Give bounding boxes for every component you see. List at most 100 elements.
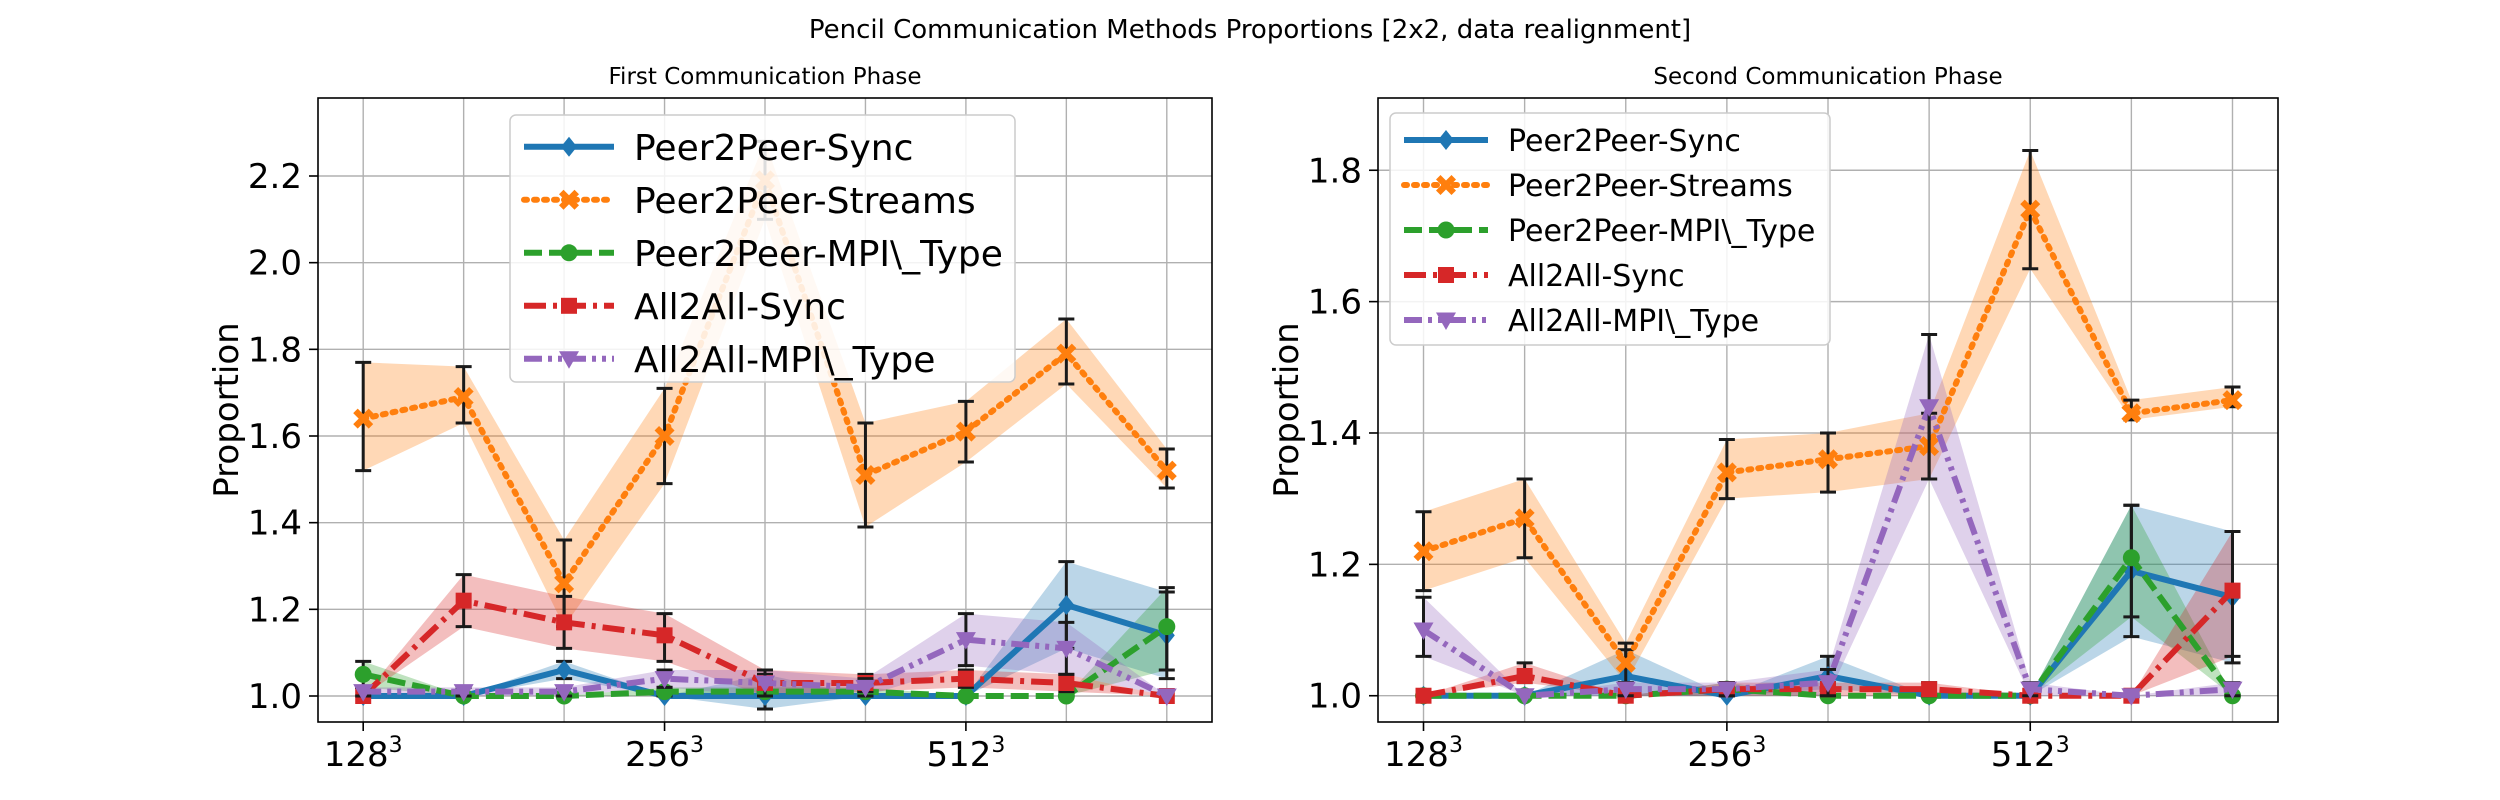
y-tick-label: 1.4 — [248, 504, 302, 544]
plot-area — [353, 139, 1177, 711]
data-point — [654, 426, 675, 446]
legend-marker — [559, 189, 579, 210]
data-point — [1156, 688, 1177, 706]
legend-label: Peer2Peer-Sync — [634, 128, 913, 169]
data-point — [1058, 675, 1075, 691]
y-tick-label: 1.6 — [248, 417, 302, 457]
legend-label: Peer2Peer-Sync — [1508, 124, 1741, 159]
y-axis-label: Proportion — [207, 322, 247, 497]
data-point — [957, 687, 975, 705]
data-point — [554, 684, 575, 702]
data-point — [1413, 541, 1434, 562]
y-tick-label: 2.2 — [248, 157, 302, 197]
x-tick-label: 5123 — [926, 733, 1005, 775]
legend-marker — [1438, 267, 1454, 283]
data-point — [1716, 681, 1737, 700]
data-point — [455, 592, 472, 609]
legend-entry: Peer2Peer-Streams — [1401, 169, 1793, 204]
data-point — [556, 660, 573, 680]
legend-entry: All2All-Sync — [1404, 259, 1685, 294]
data-point — [1158, 618, 1176, 636]
chart-panel-second-phase: 1.0 1.2 1.4 1.6 1.8 1283 2563 5123 Second Commun… — [1267, 64, 2279, 775]
data-point — [2020, 199, 2041, 220]
legend-label: All2All-Sync — [634, 287, 846, 328]
legend-entry: Peer2Peer-MPI\_Type — [524, 234, 1003, 275]
data-point — [1514, 688, 1535, 706]
data-point — [1716, 462, 1737, 483]
data-point — [2121, 688, 2142, 706]
data-point — [354, 665, 372, 683]
data-point — [2222, 390, 2243, 411]
data-point — [2020, 681, 2041, 700]
legend-marker — [1436, 175, 1456, 195]
legend-marker — [561, 297, 577, 314]
legend-label: Peer2Peer-Streams — [634, 181, 976, 222]
x-tick-label: 1283 — [1384, 733, 1463, 775]
legend-marker — [1436, 312, 1456, 330]
y-tick-label: 1.8 — [248, 330, 302, 370]
axes-frame — [317, 97, 1213, 723]
panel-title: Second Communication Phase — [1653, 64, 2002, 90]
data-point — [1514, 508, 1535, 529]
legend-box — [1389, 112, 1831, 346]
panel-title: First Communication Phase — [609, 64, 922, 90]
legend-entry: All2All-Sync — [524, 287, 846, 328]
data-point — [2222, 681, 2243, 700]
data-point — [353, 408, 374, 429]
data-point — [1056, 640, 1077, 659]
data-point — [957, 670, 974, 687]
data-point — [2122, 549, 2140, 567]
data-point — [1818, 449, 1838, 470]
legend-marker — [1437, 221, 1455, 239]
y-tick-label: 1.2 — [248, 590, 302, 630]
legend-marker — [559, 351, 579, 369]
data-point — [955, 421, 976, 442]
legend-entry: Peer2Peer-MPI\_Type — [1404, 214, 1815, 249]
legend-box — [509, 114, 1016, 383]
legend-label: Peer2Peer-Streams — [1508, 169, 1793, 204]
data-point — [453, 684, 474, 702]
legend-label: All2All-MPI\_Type — [1508, 304, 1759, 339]
data-point — [1615, 652, 1636, 673]
y-axis-label: Proportion — [1267, 322, 1307, 497]
y-tick-label: 1.2 — [1308, 545, 1362, 585]
data-point — [353, 684, 374, 702]
x-tick-label: 5123 — [1991, 733, 2070, 775]
data-point — [755, 675, 775, 693]
legend-marker — [560, 244, 578, 262]
x-tick-label: 2563 — [1687, 733, 1766, 775]
y-tick-label: 1.0 — [248, 677, 302, 717]
data-point — [556, 614, 573, 631]
legend: Peer2Peer-Sync Peer2Peer-Streams Peer2Peer… — [1389, 112, 1831, 346]
x-tick-label: 1283 — [324, 733, 403, 775]
data-point — [1415, 687, 1432, 704]
series-all2all-mpi-type — [1413, 332, 2243, 706]
data-point — [1516, 668, 1533, 685]
figure-title: Pencil Communication Methods Proportions… — [809, 15, 1691, 45]
legend-marker — [561, 136, 577, 157]
axes-frame — [1377, 97, 2279, 723]
data-point — [855, 465, 876, 485]
y-tick-label: 2.0 — [248, 244, 302, 284]
legend-entry: All2All-MPI\_Type — [524, 340, 935, 381]
y-tick-label: 1.4 — [1308, 414, 1362, 454]
data-point — [654, 671, 675, 689]
data-point — [955, 632, 976, 650]
data-point — [1058, 595, 1075, 615]
legend-entry: Peer2Peer-Sync — [1404, 124, 1741, 159]
data-point — [1818, 675, 1838, 693]
legend-label: All2All-Sync — [1508, 259, 1685, 294]
data-point — [855, 679, 876, 698]
data-point — [1919, 399, 1940, 417]
legend-entry: Peer2Peer-Sync — [524, 128, 913, 169]
series-all2all-mpi-type — [353, 612, 1177, 706]
legend-entry: All2All-MPI\_Type — [1404, 304, 1759, 339]
data-point — [2121, 403, 2142, 424]
data-point — [656, 627, 673, 644]
data-point — [1156, 460, 1177, 481]
chart-panel-first-phase: 1.0 1.2 1.4 1.6 1.8 2.0 2.2 1283 2563 5123 First C… — [207, 64, 1213, 775]
data-point — [1056, 343, 1077, 364]
band-peer2peer-streams — [363, 141, 1167, 627]
y-tick-label: 1.0 — [1308, 677, 1362, 717]
y-tick-label: 1.8 — [1308, 151, 1362, 191]
